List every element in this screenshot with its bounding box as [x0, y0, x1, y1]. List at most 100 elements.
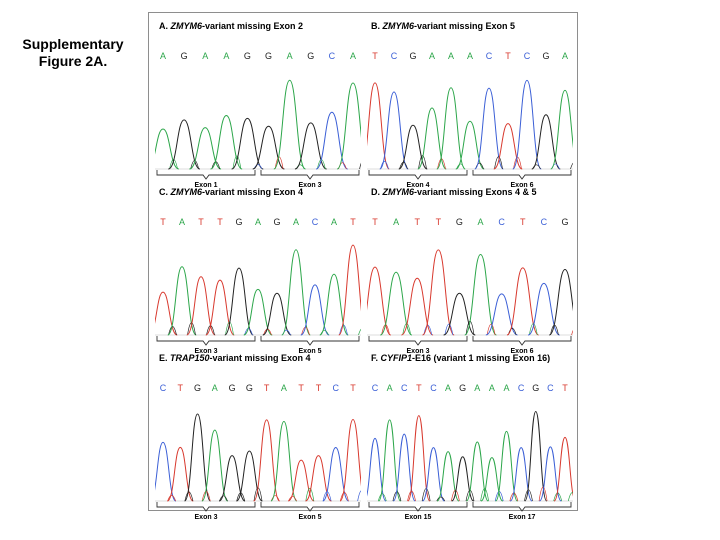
figure-label: Supplementary Figure 2A.	[22, 36, 124, 70]
chromatogram-peak	[205, 279, 235, 336]
chromatogram-peak	[273, 79, 306, 170]
chromatogram-peak	[235, 450, 263, 502]
chromatogram-peak	[189, 127, 222, 170]
chromatogram-peak	[417, 107, 447, 170]
base-call: A	[211, 383, 218, 393]
panel-d: D. ZMYM6-variant missing Exons 4 & 5 T A T…	[367, 187, 573, 355]
chromatogram-peak	[305, 455, 332, 502]
base-call: T	[177, 383, 184, 393]
chromatogram-peak	[270, 420, 298, 502]
base-call: A	[292, 217, 299, 227]
chromatogram-peak	[155, 441, 177, 502]
exon-bracket-right	[260, 336, 360, 346]
base-call: C	[159, 383, 167, 393]
exon-label-right: Exon 5	[298, 348, 322, 355]
chromatogram-peak	[407, 415, 431, 502]
chromatogram-peak	[553, 436, 573, 502]
chromatogram-noise	[528, 323, 538, 336]
chromatogram-peak	[168, 119, 201, 170]
chromatogram-noise	[571, 329, 573, 336]
chromatogram-peak	[339, 418, 361, 502]
chromatogram-noise	[494, 156, 503, 170]
chromatogram-peak	[218, 455, 246, 502]
base-call: A	[178, 217, 185, 227]
chromatogram-noise	[232, 155, 242, 170]
chromatogram-peak	[527, 282, 560, 336]
chromatogram-peak	[224, 267, 254, 336]
exon-bracket-left	[156, 170, 256, 180]
base-call: C	[540, 217, 548, 227]
chromatogram-peak	[512, 79, 542, 170]
chromatogram-noise	[538, 486, 548, 502]
chromatogram-noise	[451, 489, 460, 502]
chromatogram-peak	[422, 447, 445, 502]
base-call: G	[307, 51, 315, 61]
exon-bracket-right	[472, 336, 572, 346]
base-call: A	[488, 383, 495, 393]
base-call: G	[532, 383, 540, 393]
base-call: A	[386, 383, 393, 393]
base-call: T	[372, 51, 378, 61]
base-call: C	[517, 383, 525, 393]
panel-c: C. ZMYM6-variant missing Exon 4 T A T T G A G A…	[155, 187, 361, 355]
chromatogram-noise	[358, 328, 361, 336]
chromatogram-peak	[252, 125, 285, 170]
exon-bracket-left	[368, 502, 468, 512]
chromatogram-peak	[155, 128, 180, 170]
base-call: A	[280, 383, 287, 393]
panel-title: E. TRAP150-variant missing Exon 4	[159, 353, 311, 363]
chromatogram-peak	[210, 115, 243, 170]
chromatogram-peak	[436, 87, 466, 170]
panel-title: D. ZMYM6-variant missing Exons 4 & 5	[371, 187, 537, 197]
gene-name: ZMYM6	[170, 21, 203, 31]
chromatogram-peak	[531, 114, 561, 170]
chromatogram-peak	[506, 267, 540, 336]
base-call: A	[561, 51, 568, 61]
chromatogram-noise	[436, 496, 446, 502]
base-call: A	[202, 51, 209, 61]
exon-label-left: Exon 15	[404, 514, 432, 521]
panel-title: F. CYFIP1-E16 (variant 1 missing Exon 16…	[371, 353, 551, 363]
chromatogram-noise	[380, 160, 389, 170]
chromatogram-peak	[378, 419, 402, 502]
base-call: A	[477, 217, 484, 227]
chromatogram-peak	[253, 419, 281, 502]
base-call: A	[474, 383, 481, 393]
exon-label-left: Exon 3	[194, 514, 218, 521]
chromatogram-peak	[294, 122, 327, 170]
base-call: A	[503, 383, 510, 393]
exon-label-right: Exon 5	[298, 514, 322, 521]
chromatogram-peak	[166, 446, 194, 502]
base-call: G	[542, 51, 550, 61]
chromatogram-noise	[456, 163, 465, 170]
gene-name: TRAP150	[170, 353, 210, 363]
base-call: G	[561, 217, 569, 227]
chromatogram-peak	[167, 266, 197, 336]
chromatogram-peak	[524, 411, 548, 502]
panel-b: B. ZMYM6-variant missing Exon 5 T C G A A A C T…	[367, 21, 573, 189]
chromatogram-noise	[340, 492, 349, 502]
base-call: C	[328, 51, 336, 61]
panel-title: C. ZMYM6-variant missing Exon 4	[159, 187, 304, 197]
exon-label-right: Exon 6	[510, 348, 534, 355]
base-call: T	[217, 217, 223, 227]
chromatogram-peak	[201, 429, 229, 502]
base-call: T	[198, 217, 204, 227]
chromatogram-peak	[480, 457, 504, 502]
base-call: G	[273, 217, 281, 227]
gene-name: ZMYM6	[170, 187, 203, 197]
base-call: A	[223, 51, 230, 61]
chromatogram-peak	[465, 441, 489, 502]
exon-label-left: Exon 3	[194, 348, 218, 355]
chromatogram-peak	[550, 89, 573, 170]
base-call: C	[498, 217, 505, 227]
chromatogram-noise	[486, 323, 496, 336]
gene-name: ZMYM6	[382, 21, 415, 31]
chromatogram	[367, 249, 573, 346]
base-call: G	[243, 51, 251, 61]
exon-label-right: Exon 3	[298, 182, 322, 189]
